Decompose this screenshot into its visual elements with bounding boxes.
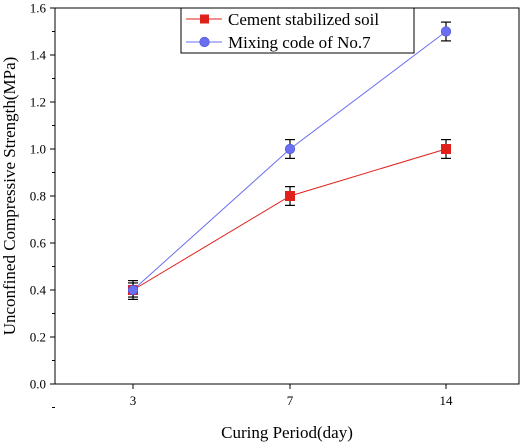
y-tick-label: 1.2 bbox=[30, 95, 46, 110]
legend-item-1: Cement stabilized soil bbox=[186, 10, 379, 29]
y-tick-label: 0.8 bbox=[30, 189, 46, 204]
series-2 bbox=[127, 21, 452, 298]
legend: Cement stabilized soil Mixing code of No.… bbox=[180, 7, 415, 54]
series-1 bbox=[128, 139, 451, 300]
x-axis-title: Curing Period(day) bbox=[221, 423, 353, 442]
y-tick-label: 0.6 bbox=[30, 236, 47, 251]
data-point bbox=[127, 284, 139, 296]
x-axis: 3 7 14 bbox=[130, 384, 453, 408]
legend-label: Mixing code of No.7 bbox=[228, 33, 371, 52]
legend-marker bbox=[200, 14, 209, 24]
y-axis-title: Unconfined Compressive Strength(MPa) bbox=[0, 57, 19, 336]
series-line bbox=[132, 31, 447, 291]
y-tick-label: 1.0 bbox=[30, 142, 46, 157]
data-point bbox=[440, 26, 452, 37]
x-tick-label: 14 bbox=[440, 393, 454, 408]
y-tick-label: 0.0 bbox=[30, 377, 46, 392]
y-tick-label: 1.6 bbox=[30, 1, 47, 16]
x-tick-label: 7 bbox=[287, 393, 294, 408]
legend-item-2: Mixing code of No.7 bbox=[186, 33, 371, 52]
x-tick-label: 3 bbox=[130, 393, 137, 408]
data-point bbox=[441, 144, 451, 154]
data-point bbox=[284, 143, 296, 155]
data-layer bbox=[127, 21, 452, 300]
data-point bbox=[285, 191, 295, 201]
series-line bbox=[132, 148, 447, 291]
y-tick-label: 0.2 bbox=[30, 330, 46, 345]
legend-marker bbox=[199, 36, 210, 48]
y-axis: 0.0 0.2 0.4 0.6 0.8 1.0 1.2 1.4 1.6 bbox=[30, 1, 55, 408]
legend-box bbox=[180, 7, 415, 54]
y-tick-label: 0.4 bbox=[30, 283, 47, 298]
y-tick-label: 1.4 bbox=[30, 48, 47, 63]
legend-label: Cement stabilized soil bbox=[228, 10, 379, 29]
